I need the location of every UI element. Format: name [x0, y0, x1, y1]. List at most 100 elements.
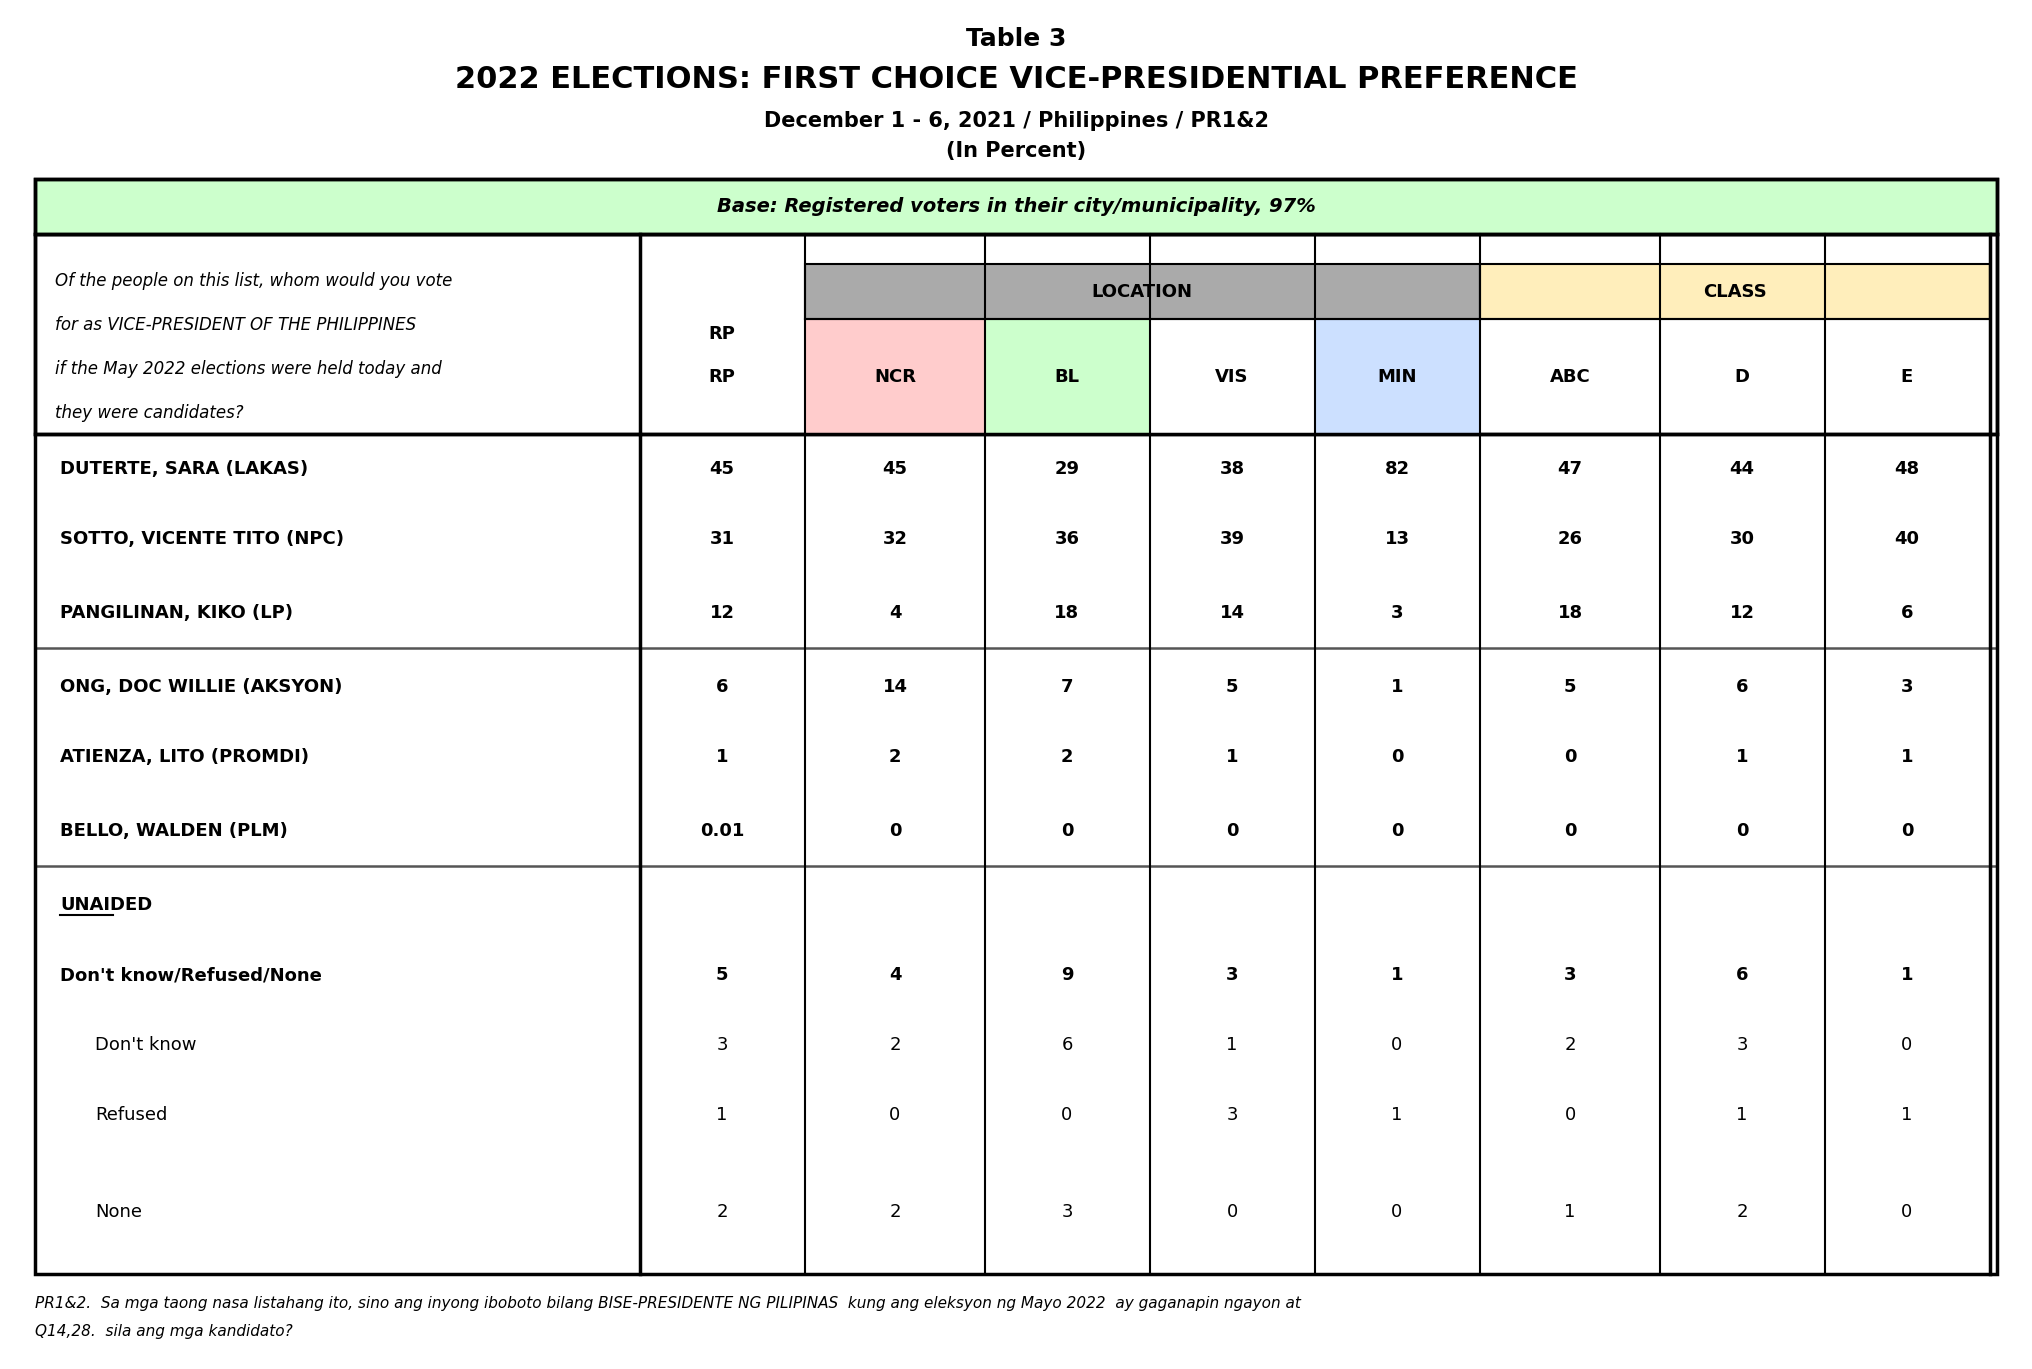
Text: 5: 5	[1225, 678, 1237, 695]
Text: 2: 2	[890, 1203, 900, 1221]
Text: 1: 1	[1565, 1203, 1575, 1221]
Text: 5: 5	[1565, 678, 1577, 695]
Text: MIN: MIN	[1378, 368, 1416, 386]
Bar	[35, 179, 1997, 234]
Text: 38: 38	[1219, 460, 1244, 478]
Bar	[805, 319, 986, 434]
Text: BL: BL	[1055, 368, 1079, 386]
Text: UNAIDED: UNAIDED	[61, 895, 152, 914]
Text: PR1&2.  Sa mga taong nasa listahang ito, sino ang inyong iboboto bilang BISE-PRE: PR1&2. Sa mga taong nasa listahang ito, …	[35, 1296, 1300, 1312]
Text: 4: 4	[888, 604, 902, 622]
Text: 47: 47	[1557, 460, 1583, 478]
Text: 32: 32	[882, 530, 908, 548]
Text: Base: Registered voters in their city/municipality, 97%: Base: Registered voters in their city/mu…	[717, 197, 1315, 216]
Text: 6: 6	[1061, 1036, 1073, 1054]
Text: 12: 12	[1729, 604, 1754, 622]
Text: 3: 3	[1735, 1036, 1748, 1054]
Text: 2: 2	[890, 1036, 900, 1054]
Text: 0: 0	[1565, 747, 1577, 767]
Text: 0: 0	[1902, 1203, 1912, 1221]
Text: Don't know: Don't know	[96, 1036, 197, 1054]
Text: 6: 6	[1735, 967, 1748, 984]
Text: 1: 1	[1390, 967, 1404, 984]
Bar	[1315, 319, 1479, 434]
Text: 0.01: 0.01	[699, 821, 744, 841]
Text: 6: 6	[1900, 604, 1914, 622]
Text: 48: 48	[1894, 460, 1920, 478]
Text: they were candidates?: they were candidates?	[55, 404, 244, 422]
Text: ABC: ABC	[1550, 368, 1591, 386]
Text: 3: 3	[1225, 1106, 1237, 1124]
Text: 0: 0	[888, 821, 902, 841]
Text: 7: 7	[1061, 678, 1073, 695]
Text: 1: 1	[1900, 747, 1914, 767]
Text: 0: 0	[1392, 1036, 1402, 1054]
Text: SOTTO, VICENTE TITO (NPC): SOTTO, VICENTE TITO (NPC)	[61, 530, 343, 548]
Text: 31: 31	[709, 530, 734, 548]
Text: 44: 44	[1729, 460, 1754, 478]
Text: 0: 0	[1902, 1036, 1912, 1054]
Text: 1: 1	[1227, 1036, 1237, 1054]
Text: 3: 3	[715, 1036, 727, 1054]
Text: Don't know/Refused/None: Don't know/Refused/None	[61, 967, 321, 984]
Text: ONG, DOC WILLIE (AKSYON): ONG, DOC WILLIE (AKSYON)	[61, 678, 341, 695]
Text: 6: 6	[1735, 678, 1748, 695]
Text: None: None	[96, 1203, 142, 1221]
Text: ATIENZA, LITO (PROMDI): ATIENZA, LITO (PROMDI)	[61, 747, 309, 767]
Text: 1: 1	[715, 747, 727, 767]
Text: RP: RP	[709, 324, 736, 344]
Bar	[805, 264, 1479, 319]
Text: 45: 45	[882, 460, 908, 478]
Text: 2: 2	[1565, 1036, 1575, 1054]
Text: CLASS: CLASS	[1703, 283, 1768, 301]
Text: 2: 2	[1061, 747, 1073, 767]
Text: DUTERTE, SARA (LAKAS): DUTERTE, SARA (LAKAS)	[61, 460, 309, 478]
Text: 2: 2	[1735, 1203, 1748, 1221]
Text: 82: 82	[1384, 460, 1410, 478]
Text: 0: 0	[1565, 1106, 1575, 1124]
Bar	[986, 319, 1150, 434]
Text: 12: 12	[709, 604, 734, 622]
Text: 26: 26	[1557, 530, 1583, 548]
Text: 40: 40	[1894, 530, 1920, 548]
Text: 39: 39	[1219, 530, 1244, 548]
Text: (In Percent): (In Percent)	[947, 141, 1085, 162]
Text: NCR: NCR	[874, 368, 916, 386]
Text: 45: 45	[709, 460, 734, 478]
Text: 0: 0	[1565, 821, 1577, 841]
Text: Q14,28.  sila ang mga kandidato?: Q14,28. sila ang mga kandidato?	[35, 1324, 293, 1339]
Text: 0: 0	[1390, 747, 1404, 767]
Bar	[1479, 264, 1989, 319]
Text: PANGILINAN, KIKO (LP): PANGILINAN, KIKO (LP)	[61, 604, 293, 622]
Text: 9: 9	[1061, 967, 1073, 984]
Text: 1: 1	[1902, 1106, 1912, 1124]
Text: BELLO, WALDEN (PLM): BELLO, WALDEN (PLM)	[61, 821, 289, 841]
Text: 3: 3	[1565, 967, 1577, 984]
Text: 2: 2	[715, 1203, 727, 1221]
Text: RP: RP	[709, 368, 736, 386]
Text: 1: 1	[717, 1106, 727, 1124]
Text: 2: 2	[888, 747, 902, 767]
Text: 2022 ELECTIONS: FIRST CHOICE VICE-PRESIDENTIAL PREFERENCE: 2022 ELECTIONS: FIRST CHOICE VICE-PRESID…	[455, 64, 1577, 93]
Text: 1: 1	[1392, 1106, 1402, 1124]
Text: 1: 1	[1735, 1106, 1748, 1124]
Text: 13: 13	[1384, 530, 1410, 548]
Text: 0: 0	[1225, 821, 1237, 841]
Text: 3: 3	[1390, 604, 1404, 622]
Text: 3: 3	[1900, 678, 1914, 695]
Text: 14: 14	[882, 678, 908, 695]
Text: 18: 18	[1055, 604, 1079, 622]
Text: December 1 - 6, 2021 / Philippines / PR1&2: December 1 - 6, 2021 / Philippines / PR1…	[764, 111, 1268, 131]
Text: Table 3: Table 3	[965, 27, 1067, 51]
Text: 1: 1	[1225, 747, 1237, 767]
Text: 6: 6	[715, 678, 727, 695]
Bar	[1150, 319, 1315, 434]
Text: D: D	[1735, 368, 1750, 386]
Text: 1: 1	[1735, 747, 1748, 767]
Text: 0: 0	[1061, 1106, 1073, 1124]
Bar	[35, 234, 1997, 434]
Text: 0: 0	[1735, 821, 1748, 841]
Text: Refused: Refused	[96, 1106, 167, 1124]
Text: 0: 0	[1900, 821, 1914, 841]
Text: 5: 5	[715, 967, 727, 984]
